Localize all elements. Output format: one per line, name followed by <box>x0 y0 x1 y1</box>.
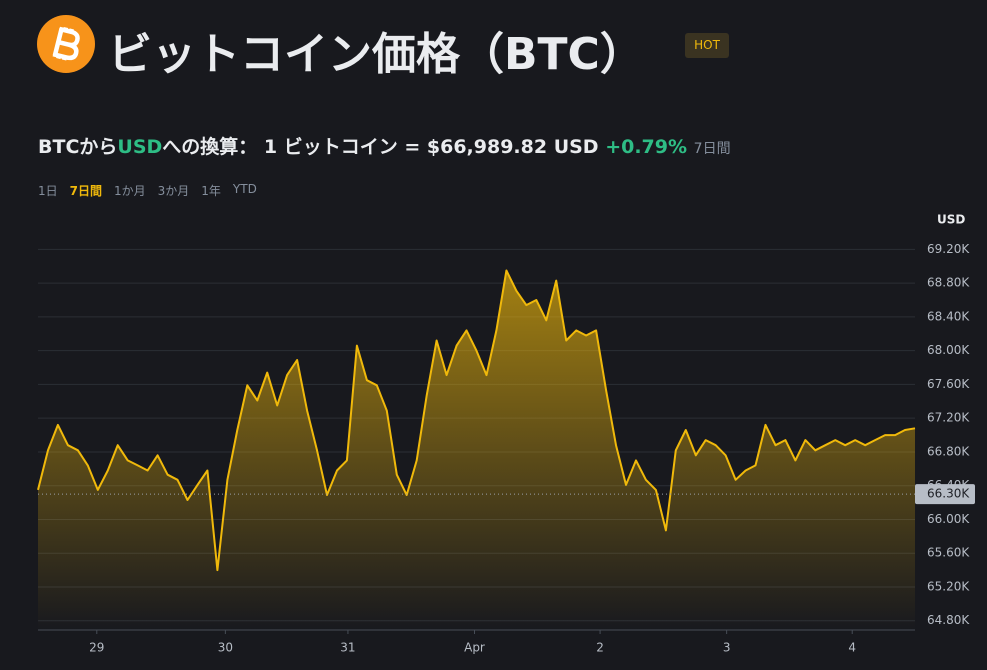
y-tick-label: 69.20K <box>927 242 970 256</box>
conversion: BTCからUSDへの換算： 1 ビットコイン = $66,989.82 USD … <box>38 132 731 159</box>
page-title: ビットコイン価格（BTC） <box>108 29 644 80</box>
conversion-text: への換算： 1 ビットコイン = $66,989.82 USD <box>162 136 599 158</box>
price-area <box>38 270 915 630</box>
change: +0.79% <box>605 136 688 158</box>
timeframe-button[interactable]: 3か月 <box>157 184 190 198</box>
y-tick-label: 65.20K <box>927 579 970 593</box>
x-tick-label: 30 <box>218 641 233 655</box>
timeframe-button[interactable]: 1か月 <box>114 184 146 198</box>
currency: USD <box>117 136 163 158</box>
y-tick-label: 66.80K <box>927 444 970 458</box>
x-tick-label: 4 <box>848 641 856 655</box>
timeframe-button[interactable]: YTD <box>232 182 257 196</box>
btc-glyph <box>52 26 80 61</box>
last-price-label: 66.30K <box>927 487 970 501</box>
x-tick-label: 29 <box>89 641 104 655</box>
y-tick-label: 66.00K <box>927 512 970 526</box>
price-line <box>37 269 916 572</box>
timeframe-button[interactable]: 1日 <box>38 184 58 198</box>
timeframes: 1日 7日間 1か月 3か月 1年 YTD <box>38 182 257 199</box>
y-tick-label: 67.60K <box>927 377 970 391</box>
y-tick-label: 68.80K <box>927 276 970 290</box>
y-tick-label: 64.80K <box>927 613 970 627</box>
x-tick-label: 2 <box>596 641 604 655</box>
x-tick-label: 31 <box>340 641 355 655</box>
x-tick-label: 3 <box>723 641 731 655</box>
last-price-box <box>915 484 975 505</box>
timeframe-button[interactable]: 7日間 <box>69 184 102 198</box>
y-tick-label: 68.00K <box>927 343 970 357</box>
y-tick-label: 68.40K <box>927 309 970 323</box>
y-axis-label: USD <box>937 213 965 227</box>
period: 7日間 <box>693 141 731 157</box>
y-tick-label: 67.20K <box>927 411 970 425</box>
timeframe-button[interactable]: 1年 <box>201 184 221 198</box>
prefix: BTCから <box>38 136 118 158</box>
hot-badge: HOT <box>685 33 729 58</box>
y-tick-label: 65.60K <box>927 546 970 560</box>
x-tick-label: Apr <box>464 641 485 655</box>
